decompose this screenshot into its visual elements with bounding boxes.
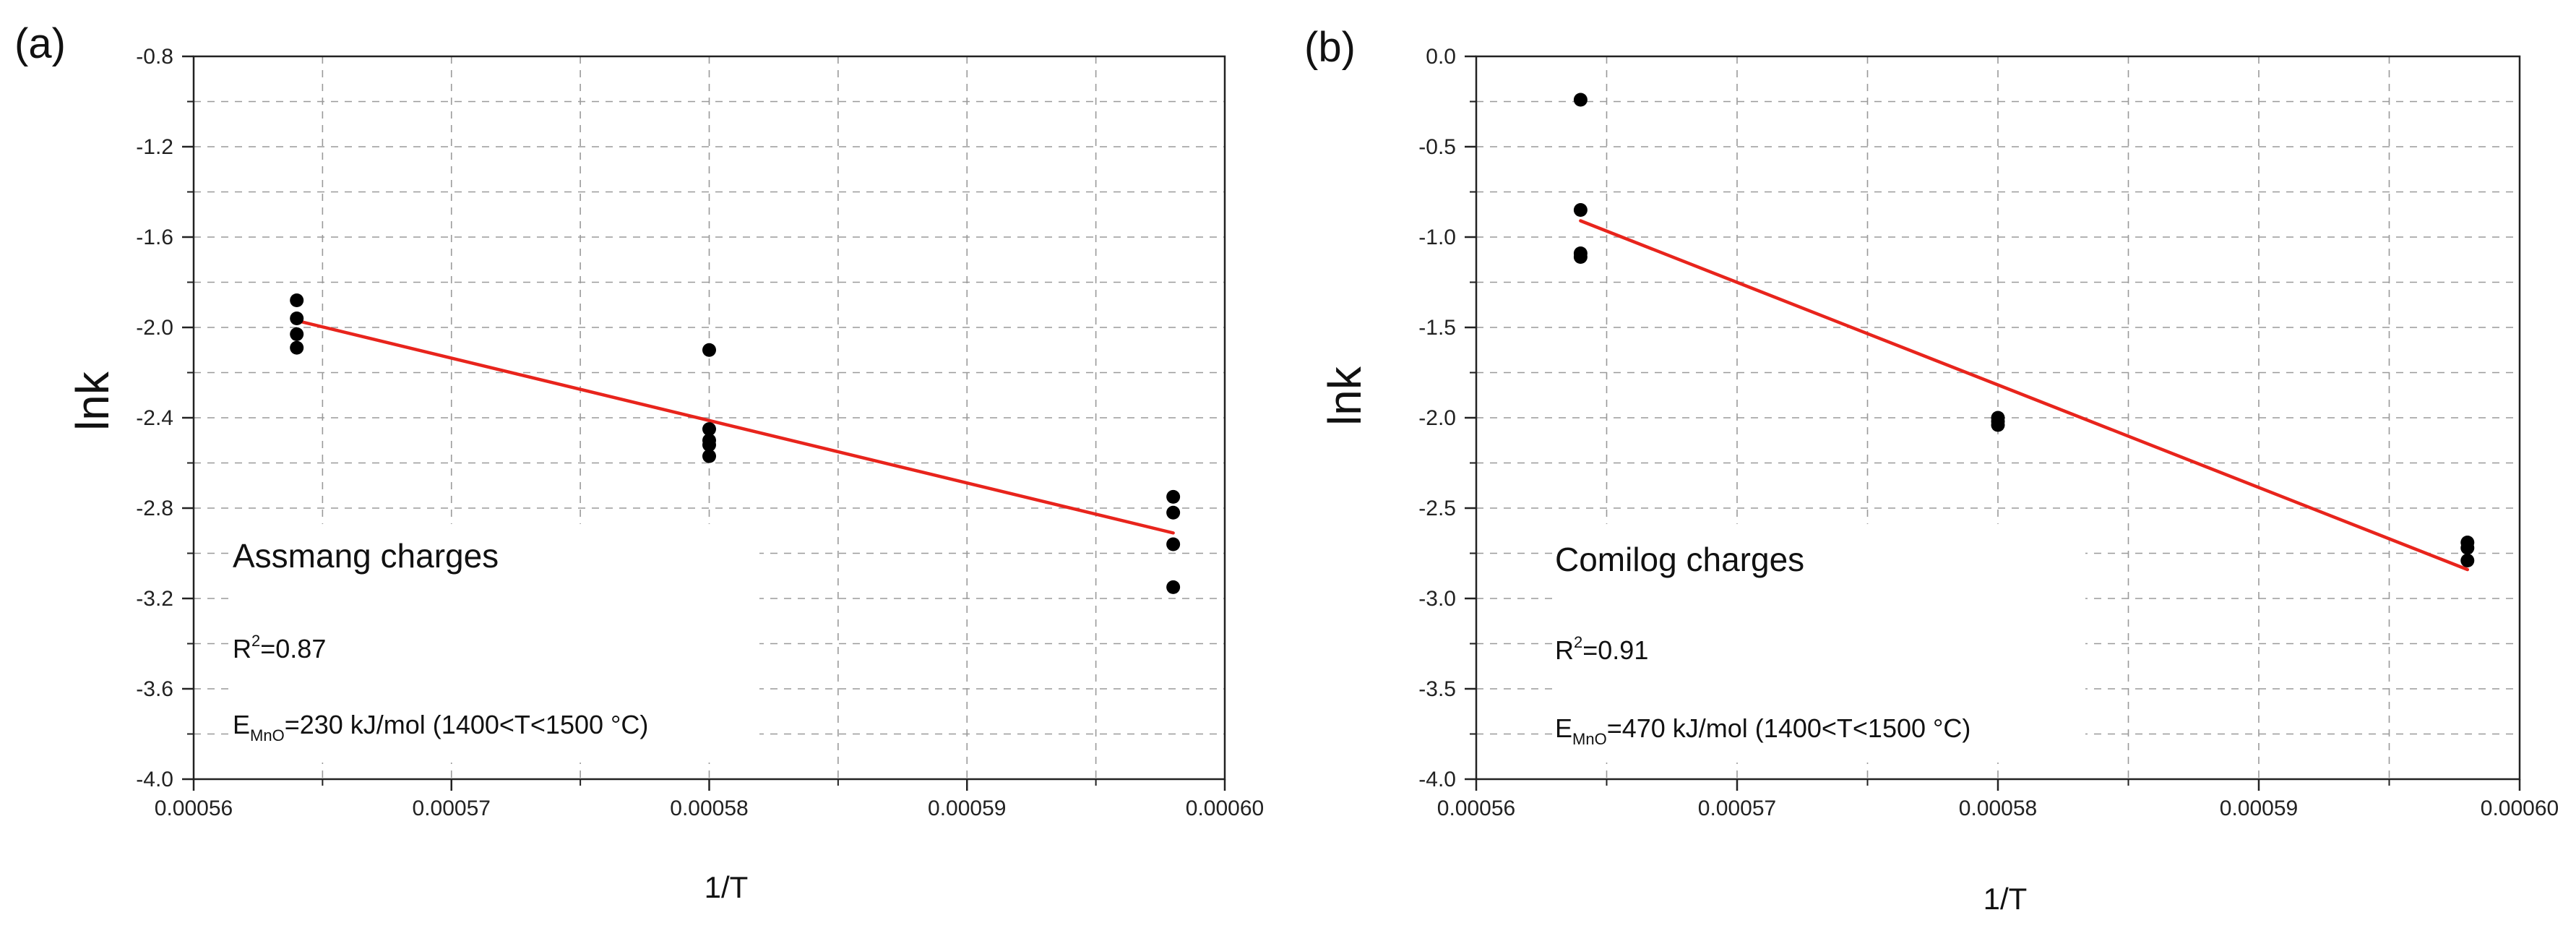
y-tick-label-a: -2.4 bbox=[136, 406, 173, 430]
r-squared-value-a: =0.87 bbox=[260, 634, 326, 664]
activation-energy-base-a: E bbox=[233, 710, 250, 739]
data-point-b bbox=[1991, 418, 2005, 432]
y-axis-title-a: lnk bbox=[66, 371, 119, 431]
fit-line-b bbox=[1579, 219, 2470, 572]
r-squared-sup-a: 2 bbox=[251, 632, 260, 650]
chart-panel-b: (b) lnk 1/T 0.0 -0.5 -1.0 -1.5 -2.0 -2.5 -3.0 -… bbox=[1304, 24, 2559, 916]
activation-energy-base-b: E bbox=[1555, 713, 1572, 743]
y-tick-label-b: -1.0 bbox=[1418, 226, 1456, 249]
y-tick-label-a: -4.0 bbox=[136, 768, 173, 791]
y-tick-label-b: -1.5 bbox=[1418, 316, 1456, 340]
y-tick-label-a: -3.6 bbox=[136, 677, 173, 701]
y-tick-label-b: -0.5 bbox=[1418, 135, 1456, 159]
data-point-a bbox=[290, 340, 304, 355]
data-point-b bbox=[2460, 554, 2475, 567]
x-tick-label-b: 0.00056 bbox=[1437, 797, 1515, 820]
r-squared-a: R2=0.87 bbox=[233, 632, 326, 664]
y-tick-label-b: -3.0 bbox=[1418, 587, 1456, 611]
r-squared-b: R2=0.91 bbox=[1555, 633, 1648, 665]
data-point-a bbox=[290, 293, 304, 307]
x-axis-title-a: 1/T bbox=[705, 870, 749, 904]
y-tick-label-a: -1.6 bbox=[136, 226, 173, 249]
data-point-a bbox=[702, 449, 716, 463]
data-point-a bbox=[290, 327, 304, 341]
x-axis-title-b: 1/T bbox=[1983, 882, 2028, 916]
r-squared-value-b: =0.91 bbox=[1582, 635, 1648, 665]
activation-energy-b: EMnO=470 kJ/mol (1400<T<1500 °C) bbox=[1555, 713, 1970, 748]
r-squared-base-b: R bbox=[1555, 635, 1574, 665]
data-point-a bbox=[1166, 505, 1181, 520]
y-axis-title-b: lnk bbox=[1319, 366, 1371, 426]
annotation-a: Assmang charges R2=0.87 EMnO=230 kJ/mol … bbox=[228, 524, 759, 763]
data-point-b bbox=[1573, 203, 1588, 217]
y-tick-label-a: -2.0 bbox=[136, 316, 173, 340]
panel-label-a: (a) bbox=[14, 20, 66, 67]
x-tick-label-b: 0.00059 bbox=[2220, 797, 2298, 820]
y-tick-label-a: -1.2 bbox=[136, 135, 173, 159]
data-point-b bbox=[2460, 541, 2475, 555]
y-tick-label-b: -4.0 bbox=[1418, 768, 1456, 791]
x-tick-label-a: 0.00057 bbox=[413, 797, 491, 820]
activation-energy-value-a: =230 kJ/mol (1400<T<1500 °C) bbox=[285, 710, 649, 739]
data-point-a bbox=[1166, 537, 1181, 551]
x-tick-label-a: 0.00059 bbox=[928, 797, 1006, 820]
y-tick-label-b: -3.5 bbox=[1418, 677, 1456, 701]
activation-energy-a: EMnO=230 kJ/mol (1400<T<1500 °C) bbox=[233, 710, 648, 744]
activation-energy-sub-a: MnO bbox=[250, 726, 285, 744]
r-squared-sup-b: 2 bbox=[1574, 633, 1582, 651]
annotation-background-b bbox=[1552, 524, 2085, 763]
y-tick-label-a: -3.2 bbox=[136, 587, 173, 611]
annotation-title-b: Comilog charges bbox=[1555, 541, 1804, 578]
activation-energy-value-b: =470 kJ/mol (1400<T<1500 °C) bbox=[1607, 713, 1971, 743]
data-point-a bbox=[702, 422, 716, 437]
x-tick-label-a: 0.00060 bbox=[1186, 797, 1264, 820]
y-tick-label-a: -2.8 bbox=[136, 497, 173, 520]
r-squared-base-a: R bbox=[233, 634, 251, 664]
annotation-title-a: Assmang charges bbox=[233, 537, 499, 575]
data-point-b bbox=[1573, 250, 1588, 264]
panel-label-b: (b) bbox=[1304, 24, 1356, 71]
x-tick-label-b: 0.00058 bbox=[1959, 797, 2037, 820]
y-tick-label-b: -2.5 bbox=[1418, 497, 1456, 520]
annotation-background-a bbox=[228, 524, 759, 763]
x-tick-label-b: 0.00057 bbox=[1698, 797, 1776, 820]
y-tick-label-a: -0.8 bbox=[136, 45, 173, 69]
y-tick-label-b: 0.0 bbox=[1426, 45, 1456, 69]
data-point-a bbox=[702, 343, 716, 357]
data-point-a bbox=[290, 312, 304, 325]
x-tick-label-a: 0.00056 bbox=[155, 797, 233, 820]
chart-panel-a: (a) lnk 1/T -0.8 -1.2 -1.6 -2.0 -2.4 -2.8 -3.2… bbox=[14, 20, 1264, 904]
x-tick-label-a: 0.00058 bbox=[670, 797, 748, 820]
activation-energy-sub-b: MnO bbox=[1572, 730, 1607, 748]
annotation-b: Comilog charges R2=0.91 EMnO=470 kJ/mol … bbox=[1552, 524, 2085, 763]
y-tick-label-b: -2.0 bbox=[1418, 406, 1456, 430]
fit-line-a bbox=[295, 319, 1175, 535]
data-point-b bbox=[1573, 93, 1588, 107]
data-point-a bbox=[702, 438, 716, 452]
x-tick-label-b: 0.00060 bbox=[2481, 797, 2559, 820]
data-point-a bbox=[1166, 489, 1181, 504]
data-point-a bbox=[1166, 580, 1181, 594]
